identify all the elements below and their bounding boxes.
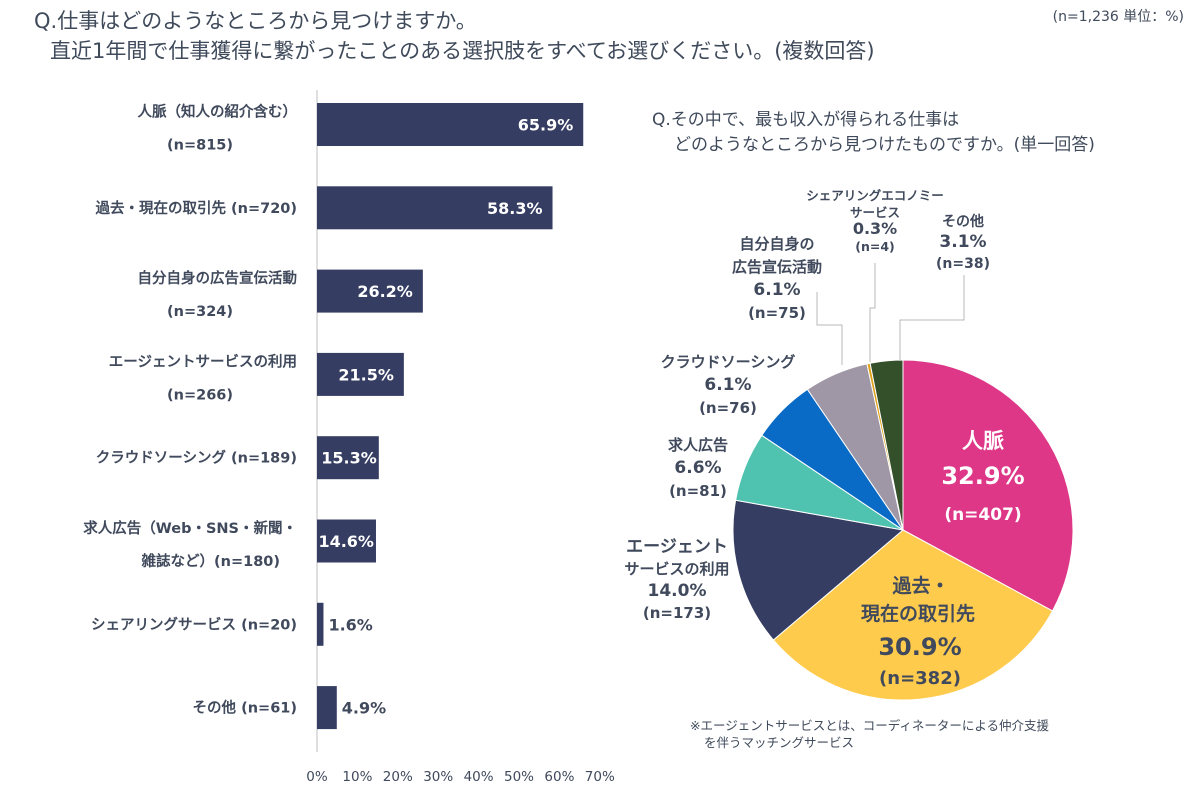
- pie-chart: 人脈 32.9% (n=407) 過去・現在の取引先 30.9% (n=382) エージェン…: [624, 188, 1074, 701]
- bar: [317, 103, 584, 146]
- question-1-line1: Q.仕事はどのようなところから見つけますか。: [34, 9, 477, 33]
- pie-slice-label: (n=173): [643, 604, 711, 622]
- pie-slice-label: その他: [942, 213, 984, 230]
- footnote-line1: ※エージェントサービスとは、コーディネーターによる仲介支援: [690, 718, 1049, 733]
- category-label: (n=815): [167, 138, 233, 154]
- category-label: エージェントサービスの利用: [109, 352, 297, 370]
- leader-line: [899, 275, 965, 361]
- bar: [317, 269, 423, 313]
- pie-slice: [869, 359, 904, 531]
- pie-slice-label: 30.9%: [878, 633, 961, 661]
- pie-slice-label: (n=75): [748, 304, 806, 322]
- pie-slice-label: サービス: [850, 205, 900, 220]
- x-tick-label: 10%: [342, 769, 372, 785]
- bar: [317, 436, 379, 480]
- pie-slice-label: サービスの利用: [624, 560, 729, 578]
- x-tick-label: 40%: [464, 769, 494, 785]
- pie-slice: [732, 499, 905, 641]
- pie-slice-label: (n=382): [879, 668, 961, 689]
- pie-slice-label: 過去・: [892, 574, 949, 597]
- pie-slice-label: 現在の取引先: [861, 602, 975, 625]
- category-label: (n=324): [167, 304, 233, 320]
- bar: [317, 686, 337, 730]
- pie-slice-label: 広告宣伝活動: [732, 258, 822, 276]
- category-label: 過去・現在の取引先 (n=720): [94, 199, 297, 217]
- x-tick-label: 30%: [423, 769, 453, 785]
- pie-slice: [772, 529, 1054, 701]
- category-label: 人脈（知人の紹介含む）: [138, 103, 298, 121]
- pie-slice-label: クラウドソーシング: [661, 353, 796, 371]
- category-label: (n=266): [167, 387, 233, 403]
- sample-size-note: (n=1,236 単位：%): [1052, 9, 1184, 25]
- pie-slice-label: (n=76): [699, 399, 757, 417]
- bar: [317, 186, 553, 230]
- pie-slice-label: 6.1%: [753, 280, 800, 300]
- bar-value-label: 1.6%: [328, 615, 372, 634]
- category-label: シェアリングサービス (n=20): [91, 615, 297, 633]
- pie-slice-label: 32.9%: [941, 462, 1024, 490]
- question-1: Q.仕事はどのようなところから見つけますか。 直近1年間で仕事獲得に繋がったこと…: [34, 6, 875, 66]
- bar-value-label: 65.9%: [518, 116, 574, 135]
- footnote-line2: を伴うマッチングサービス: [704, 735, 855, 750]
- pie-slice: [902, 359, 1074, 612]
- category-label: クラウドソーシング (n=189): [96, 449, 297, 467]
- pie-slice-label: 0.3%: [853, 219, 897, 238]
- pie-slice-label: 6.1%: [704, 375, 751, 395]
- pie-slice-label: (n=38): [936, 256, 990, 272]
- bar-value-label: 26.2%: [357, 282, 413, 301]
- bar: [317, 602, 324, 646]
- pie-slice-label: 3.1%: [939, 232, 986, 252]
- bar-value-label: 21.5%: [338, 365, 394, 384]
- bar-chart: 0% 10% 20% 30% 40% 50% 60% 70% 65.9% 人脈（知人の紹介含む） (…: [83, 90, 615, 785]
- pie-slice-label: 求人広告: [668, 436, 728, 454]
- bar-value-label: 4.9%: [342, 699, 386, 718]
- footnote: ※エージェントサービスとは、コーディネーターによる仲介支援 を伴うマッチングサー…: [690, 717, 1049, 751]
- category-label: 求人広告（Web・SNS・新聞・: [83, 519, 297, 537]
- x-tick-label: 0%: [306, 769, 328, 785]
- x-tick-label: 60%: [544, 769, 574, 785]
- pie-slice-label: (n=81): [669, 482, 727, 500]
- pie-slice-label: (n=407): [944, 505, 1021, 525]
- category-label: 自分自身の広告宣伝活動: [138, 269, 298, 287]
- pie-slice-label: シェアリングエコノミー: [806, 188, 944, 203]
- question-2-line2: どのようなところから見つけたものですか。(単一回答): [674, 135, 1095, 155]
- category-label: その他 (n=61): [193, 699, 297, 717]
- question-1-line2: 直近1年間で仕事獲得に繋がったことのある選択肢をすべてお選びください。(複数回答…: [50, 39, 875, 63]
- bar: [317, 352, 404, 396]
- pie-slice-label: 6.6%: [674, 458, 721, 478]
- bar-value-label: 15.3%: [321, 449, 377, 468]
- bar: [317, 519, 376, 563]
- x-tick-label: 70%: [585, 769, 615, 785]
- category-label: 雑誌など）(n=180): [141, 552, 281, 570]
- pie-slice-label: 14.0%: [648, 581, 707, 601]
- x-tick-label: 50%: [504, 769, 534, 785]
- question-2: Q.その中で、最も収入が得られる仕事は どのようなところから見つけたものですか。…: [652, 108, 1095, 158]
- pie-slice-label: (n=4): [855, 239, 895, 254]
- leader-line: [816, 292, 843, 365]
- bar-value-label: 58.3%: [487, 199, 543, 218]
- leader-line: [869, 263, 876, 362]
- pie-slice-label: 人脈: [962, 429, 1004, 453]
- question-2-line1: Q.その中で、最も収入が得られる仕事は: [652, 110, 960, 130]
- pie-slice-label: エージェント: [626, 537, 728, 557]
- x-tick-label: 20%: [383, 769, 413, 785]
- bar-value-label: 14.6%: [318, 532, 374, 551]
- pie-slice-label: 自分自身の: [739, 235, 814, 253]
